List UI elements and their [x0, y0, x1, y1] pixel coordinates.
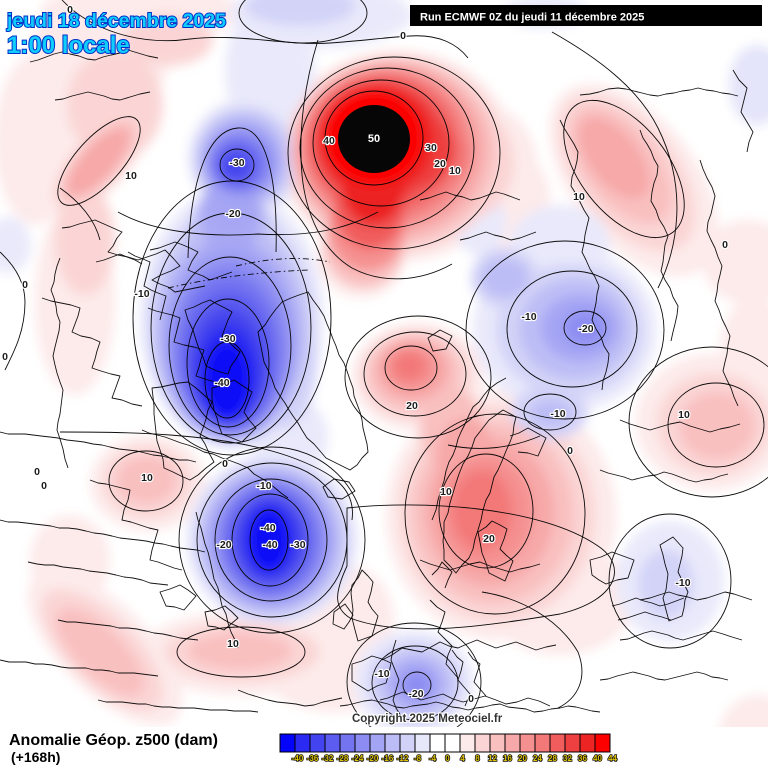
- svg-text:-10: -10: [675, 577, 690, 589]
- svg-text:24: 24: [533, 754, 542, 763]
- svg-text:44: 44: [608, 754, 617, 763]
- svg-text:-40: -40: [214, 377, 229, 389]
- svg-text:0: 0: [2, 351, 8, 363]
- svg-text:10: 10: [449, 165, 461, 177]
- svg-text:36: 36: [578, 754, 587, 763]
- svg-text:0: 0: [445, 754, 450, 763]
- svg-text:-20: -20: [408, 688, 423, 700]
- svg-text:-10: -10: [256, 480, 271, 492]
- svg-text:0: 0: [34, 466, 40, 478]
- svg-text:12: 12: [488, 754, 497, 763]
- svg-text:-4: -4: [429, 754, 437, 763]
- svg-text:30: 30: [425, 142, 437, 154]
- svg-text:-30: -30: [290, 539, 305, 551]
- svg-text:50: 50: [368, 133, 380, 145]
- svg-text:-12: -12: [397, 754, 409, 763]
- svg-text:0: 0: [222, 458, 228, 470]
- svg-text:-8: -8: [414, 754, 422, 763]
- svg-text:-40: -40: [292, 754, 304, 763]
- svg-text:40: 40: [323, 135, 335, 147]
- svg-text:-20: -20: [578, 323, 593, 335]
- svg-text:0: 0: [22, 279, 28, 291]
- svg-text:0: 0: [41, 480, 47, 492]
- svg-text:16: 16: [503, 754, 512, 763]
- svg-text:-20: -20: [225, 208, 240, 220]
- svg-text:-28: -28: [337, 754, 349, 763]
- svg-text:10: 10: [227, 638, 239, 650]
- svg-text:40: 40: [593, 754, 602, 763]
- svg-text:-30: -30: [220, 333, 235, 345]
- svg-text:-30: -30: [229, 157, 244, 169]
- svg-text:20: 20: [434, 158, 446, 170]
- svg-text:-32: -32: [322, 754, 334, 763]
- svg-text:10: 10: [573, 191, 585, 203]
- svg-text:8: 8: [475, 754, 480, 763]
- svg-text:(+168h): (+168h): [11, 749, 60, 765]
- svg-text:-10: -10: [521, 311, 536, 323]
- svg-text:0: 0: [67, 4, 73, 16]
- svg-text:-16: -16: [382, 754, 394, 763]
- svg-text:10: 10: [125, 170, 137, 182]
- svg-text:-10: -10: [134, 288, 149, 300]
- svg-text:-36: -36: [307, 754, 319, 763]
- svg-text:-20: -20: [367, 754, 379, 763]
- svg-text:1:00 locale: 1:00 locale: [7, 32, 130, 59]
- svg-text:-40: -40: [262, 539, 277, 551]
- svg-text:28: 28: [548, 754, 557, 763]
- svg-text:10: 10: [141, 472, 153, 484]
- svg-text:Run ECMWF 0Z du jeudi 11 décem: Run ECMWF 0Z du jeudi 11 décembre 2025: [420, 12, 644, 24]
- svg-text:-10: -10: [374, 668, 389, 680]
- svg-text:20: 20: [483, 533, 495, 545]
- svg-text:10: 10: [678, 409, 690, 421]
- svg-text:0: 0: [468, 693, 474, 705]
- svg-text:Anomalie Géop. z500 (dam): Anomalie Géop. z500 (dam): [9, 732, 218, 749]
- svg-text:20: 20: [518, 754, 527, 763]
- svg-text:jeudi 18 décembre 2025: jeudi 18 décembre 2025: [6, 10, 226, 32]
- svg-text:4: 4: [460, 754, 465, 763]
- svg-text:-40: -40: [260, 522, 275, 534]
- svg-text:0: 0: [400, 30, 406, 42]
- svg-text:32: 32: [563, 754, 572, 763]
- svg-text:10: 10: [440, 486, 452, 498]
- svg-text:Copyright 2025 Meteociel.fr: Copyright 2025 Meteociel.fr: [352, 713, 503, 725]
- svg-text:-24: -24: [352, 754, 364, 763]
- svg-text:0: 0: [722, 239, 728, 251]
- svg-text:0: 0: [567, 445, 573, 457]
- svg-text:-20: -20: [216, 539, 231, 551]
- svg-text:-10: -10: [550, 408, 565, 420]
- svg-text:20: 20: [406, 400, 418, 412]
